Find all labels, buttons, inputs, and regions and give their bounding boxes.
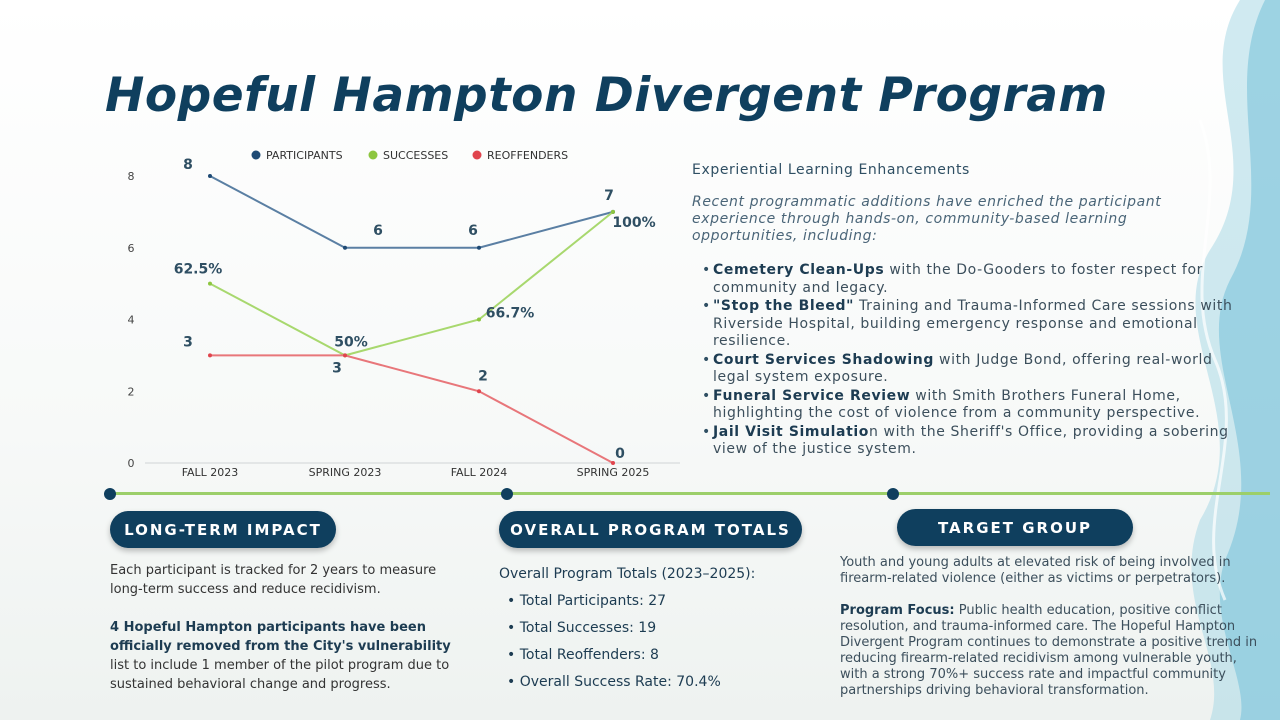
data-label: 100% [612,215,655,231]
data-label: 7 [604,188,614,204]
target-paragraph: Youth and young adults at elevated risk … [840,555,1231,586]
series-line [210,354,614,464]
list-item: Total Successes: 19 [507,615,799,642]
target-group-text: Youth and young adults at elevated risk … [840,555,1260,718]
vulnerability-paragraph: 4 Hopeful Hampton participants have been… [110,620,451,692]
program-totals-text: Overall Program Totals (2023–2025): Tota… [499,565,799,696]
data-label: 50% [334,334,368,350]
data-label: 0 [615,446,625,462]
legend-marker [251,150,261,160]
series-line [209,211,614,357]
list-item: Cemetery Clean-Ups with the Do-Gooders t… [702,262,1247,297]
y-tick-label: 0 [128,457,135,470]
series-line [209,175,614,249]
data-point [343,245,347,250]
target-group-badge: TARGET GROUP [897,509,1133,546]
data-label: 6 [373,223,383,239]
legend-marker [472,150,482,160]
timeline-divider [110,492,1270,495]
totals-list: Total Participants: 27 Total Successes: … [499,588,799,696]
experiential-learning-section: Experiential Learning Enhancements Recen… [692,162,1252,460]
y-tick-label: 6 [128,242,135,255]
x-tick-label: SPRING 2023 [309,466,382,479]
legend-label: SUCCESSES [383,149,448,162]
page-title: Hopeful Hampton Divergent Program [105,68,1108,123]
data-label: 62.5% [174,262,223,278]
program-totals-badge: OVERALL PROGRAM TOTALS [499,511,802,548]
experiential-list: Cemetery Clean-Ups with the Do-Gooders t… [692,262,1252,459]
data-label: 2 [478,368,488,384]
list-item: Total Participants: 27 [507,588,799,615]
y-tick-label: 2 [128,385,135,398]
data-point [611,461,615,465]
list-item: Funeral Service Review with Smith Brothe… [702,388,1247,423]
data-point [477,245,481,250]
long-term-impact-text: Each participant is tracked for 2 years … [110,561,462,713]
data-label: 3 [183,334,193,350]
legend-label: REOFFENDERS [487,149,568,162]
list-item: "Stop the Bleed" Training and Trauma-Inf… [702,298,1247,351]
data-label: 3 [332,360,342,376]
timeline-dot [887,488,899,500]
y-tick-label: 8 [128,170,135,183]
long-term-impact-badge: LONG-TERM IMPACT [110,511,336,548]
data-label: 8 [183,157,193,173]
data-point [208,281,212,286]
data-point [611,209,615,214]
long-term-paragraph: Each participant is tracked for 2 years … [110,563,437,597]
legend-marker [368,150,378,160]
legend-label: PARTICIPANTS [266,149,343,162]
list-item: Court Services Shadowing with Judge Bond… [702,352,1247,387]
data-point [208,174,212,178]
totals-heading: Overall Program Totals (2023–2025): [499,566,756,582]
program-focus-paragraph: Program Focus: Public health education, … [840,603,1258,698]
experiential-heading: Experiential Learning Enhancements [692,162,970,178]
data-label: 6 [468,223,478,239]
list-item: Overall Success Rate: 70.4% [507,669,799,696]
timeline-dot [104,488,116,500]
list-item: Total Reoffenders: 8 [507,642,799,669]
y-tick-label: 4 [128,314,135,327]
data-label: 66.7% [486,306,535,322]
data-point [208,353,212,358]
experiential-intro: Recent programmatic additions have enric… [692,194,1162,244]
data-point [477,317,481,322]
list-item: Jail Visit Simulation with the Sheriff's… [702,424,1247,459]
x-tick-label: SPRING 2025 [577,466,650,479]
timeline-dot [501,488,513,500]
data-point [477,389,481,394]
x-tick-label: FALL 2023 [182,466,239,479]
data-point [343,353,347,358]
x-tick-label: FALL 2024 [451,466,508,479]
